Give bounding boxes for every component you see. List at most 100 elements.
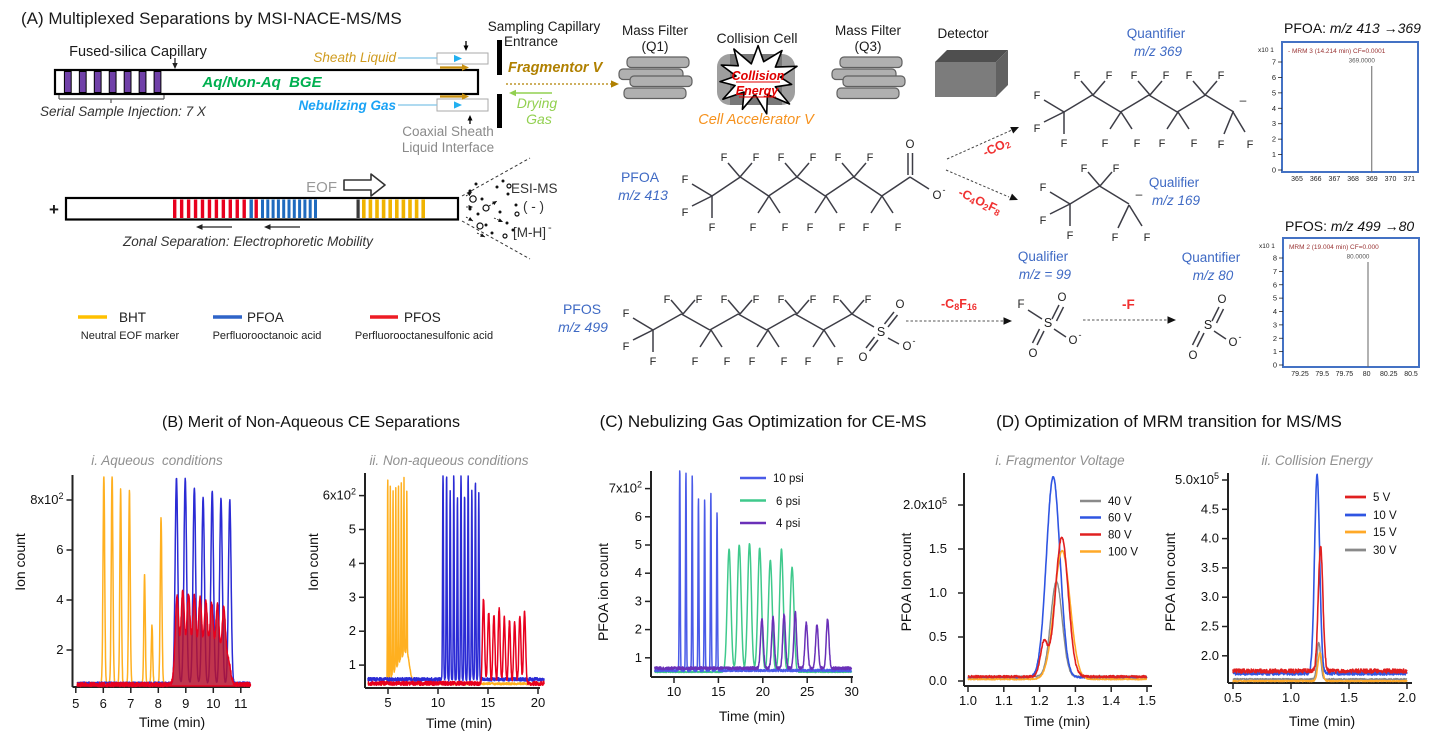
svg-text:1.0: 1.0 — [959, 693, 977, 708]
svg-text:Quantifier: Quantifier — [1127, 26, 1186, 41]
svg-text:Energy: Energy — [736, 84, 779, 98]
svg-text:F: F — [1106, 70, 1113, 82]
svg-text:F: F — [807, 222, 814, 234]
svg-text:2: 2 — [635, 622, 642, 637]
svg-text:79.75: 79.75 — [1336, 371, 1354, 378]
svg-text:Serial Sample Injection: 7 X: Serial Sample Injection: 7 X — [40, 104, 207, 119]
svg-text:2.0x105: 2.0x105 — [903, 496, 947, 512]
svg-text:Collision Cell: Collision Cell — [717, 30, 798, 46]
svg-text:8: 8 — [155, 696, 162, 711]
svg-text:3.0: 3.0 — [1201, 589, 1219, 604]
svg-text:F: F — [782, 222, 789, 234]
svg-text:F: F — [1040, 182, 1047, 194]
svg-text:–: – — [1240, 93, 1247, 107]
svg-text:F: F — [1218, 139, 1225, 151]
svg-text:F: F — [1218, 70, 1225, 82]
svg-text:F: F — [895, 222, 902, 234]
svg-text:Collision: Collision — [732, 69, 785, 83]
svg-text:Coaxial Sheath: Coaxial Sheath — [402, 124, 494, 139]
svg-text:F: F — [1081, 163, 1088, 175]
svg-text:Nebulizing Gas: Nebulizing Gas — [298, 98, 396, 113]
svg-text:F: F — [1247, 139, 1254, 151]
svg-text:Mass Filter: Mass Filter — [622, 23, 689, 38]
svg-text:366: 366 — [1310, 176, 1322, 183]
svg-text:F: F — [1191, 138, 1198, 150]
svg-text:5: 5 — [1273, 294, 1277, 303]
svg-text:15 V: 15 V — [1373, 527, 1397, 539]
svg-text:F: F — [750, 222, 757, 234]
svg-text:0: 0 — [1273, 361, 1277, 370]
svg-text:F: F — [1061, 138, 1068, 150]
svg-text:371: 371 — [1403, 176, 1415, 183]
svg-text:PFOA: m/z 413 →369: PFOA: m/z 413 →369 — [1284, 20, 1421, 36]
svg-text:3.5: 3.5 — [1201, 560, 1219, 575]
svg-text:7: 7 — [1273, 267, 1277, 276]
svg-text:1: 1 — [1272, 150, 1276, 159]
svg-text:i. Fragmentor Voltage: i. Fragmentor Voltage — [995, 453, 1124, 468]
svg-text:5: 5 — [635, 537, 642, 552]
svg-text:Drying: Drying — [517, 95, 558, 111]
svg-text:11: 11 — [234, 696, 248, 711]
svg-text:PFOA Ion count: PFOA Ion count — [898, 532, 914, 631]
svg-text:ii. Collision Energy: ii. Collision Energy — [1261, 453, 1373, 468]
svg-text:x10 1: x10 1 — [1258, 47, 1274, 54]
svg-text:Ion count: Ion count — [12, 533, 28, 591]
svg-text:1: 1 — [635, 650, 642, 665]
svg-text:MRM 2 (19.004 min) CF=0.000: MRM 2 (19.004 min) CF=0.000 — [1289, 244, 1379, 251]
svg-text:ii. Non-aqueous conditions: ii. Non-aqueous conditions — [369, 453, 528, 468]
svg-text:F: F — [749, 356, 756, 368]
svg-text:O: O — [1029, 348, 1038, 360]
svg-text:4 psi: 4 psi — [776, 518, 800, 530]
svg-text:80: 80 — [1363, 371, 1371, 378]
svg-text:(Q3): (Q3) — [855, 39, 882, 54]
svg-text:ESI-MS: ESI-MS — [511, 181, 558, 196]
svg-text:4: 4 — [349, 555, 356, 570]
svg-text:4.0: 4.0 — [1201, 531, 1219, 546]
svg-text:O: O — [1189, 350, 1198, 362]
svg-text:F: F — [833, 294, 840, 306]
svg-text:-: - — [1079, 330, 1082, 340]
svg-text:30: 30 — [844, 684, 858, 699]
svg-text:m/z 369: m/z 369 — [1134, 44, 1183, 59]
svg-text:2.5: 2.5 — [1201, 619, 1219, 634]
svg-text:PFOA Ion count: PFOA Ion count — [1162, 532, 1178, 631]
svg-text:6: 6 — [635, 509, 642, 524]
svg-text:m/z 413: m/z 413 — [618, 187, 668, 203]
svg-text:0.5: 0.5 — [929, 629, 947, 644]
svg-text:10 V: 10 V — [1373, 510, 1397, 522]
svg-text:40 V: 40 V — [1108, 496, 1132, 508]
svg-text:10: 10 — [667, 684, 681, 699]
svg-text:7: 7 — [1272, 58, 1276, 67]
svg-text:F: F — [865, 294, 872, 306]
svg-text:Perfluorooctanesulfonic acid: Perfluorooctanesulfonic acid — [355, 330, 493, 342]
svg-text:3: 3 — [349, 589, 356, 604]
svg-text:F: F — [1034, 123, 1041, 135]
svg-text:F: F — [1102, 138, 1109, 150]
svg-text:25: 25 — [800, 684, 814, 699]
svg-text:2: 2 — [1273, 334, 1277, 343]
svg-text:1: 1 — [1273, 347, 1277, 356]
svg-text:F: F — [781, 356, 788, 368]
svg-text:F: F — [1113, 163, 1120, 175]
svg-text:Fragmentor V: Fragmentor V — [508, 60, 604, 76]
svg-text:1.4: 1.4 — [1102, 693, 1120, 708]
svg-text:Time (min): Time (min) — [426, 715, 492, 731]
svg-text:Perfluorooctanoic acid: Perfluorooctanoic acid — [213, 330, 322, 342]
svg-text:F: F — [709, 222, 716, 234]
svg-text:369: 369 — [1366, 176, 1378, 183]
svg-text:(D) Optimization of MRM transi: (D) Optimization of MRM transition for M… — [996, 412, 1342, 431]
svg-text:80.0000: 80.0000 — [1347, 254, 1370, 261]
svg-text:–: – — [1136, 187, 1143, 201]
svg-text:F: F — [778, 152, 785, 164]
svg-text:80 V: 80 V — [1108, 530, 1132, 542]
svg-text:F: F — [650, 356, 657, 368]
svg-text:7: 7 — [127, 696, 134, 711]
svg-text:Zonal Separation: Electrophore: Zonal Separation: Electrophoretic Mobili… — [122, 234, 374, 249]
svg-text:1.5: 1.5 — [1340, 690, 1358, 705]
svg-text:Ion count: Ion count — [305, 533, 321, 591]
svg-text:2.0: 2.0 — [1201, 648, 1219, 663]
svg-text:Detector: Detector — [937, 26, 989, 41]
svg-text:Mass Filter: Mass Filter — [835, 23, 902, 38]
svg-text:S: S — [1044, 316, 1052, 330]
svg-text:370: 370 — [1385, 176, 1397, 183]
